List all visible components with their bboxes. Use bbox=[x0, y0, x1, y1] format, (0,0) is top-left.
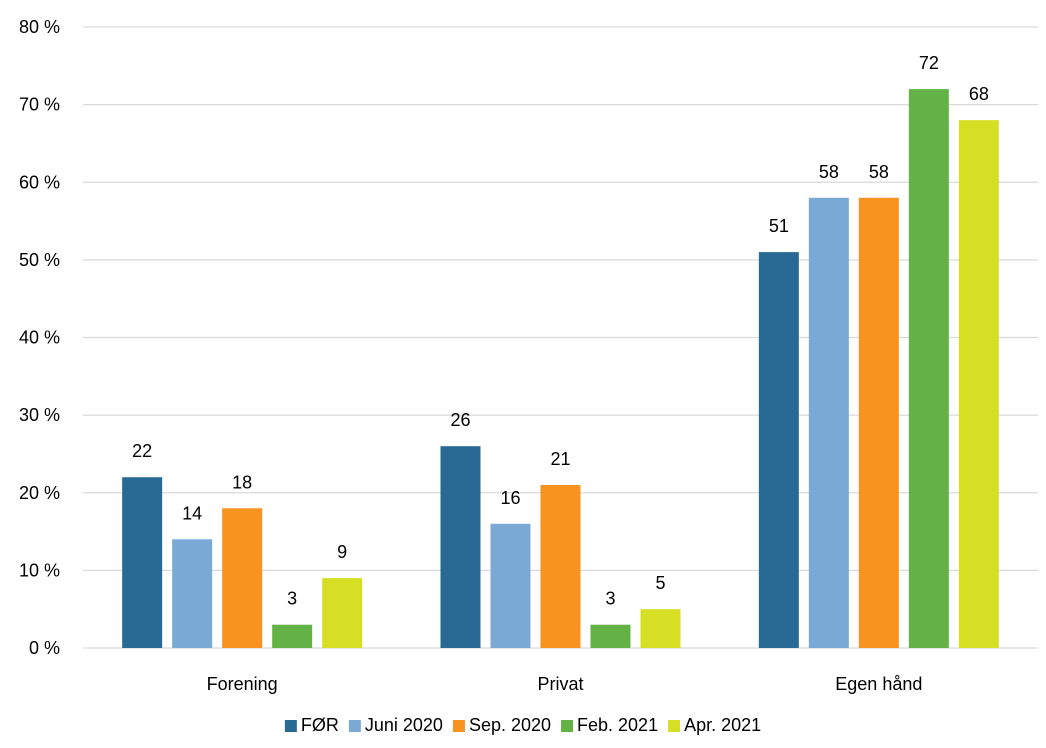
y-tick-label: 60 % bbox=[19, 172, 60, 192]
data-label: 72 bbox=[919, 53, 939, 73]
data-label: 5 bbox=[655, 573, 665, 593]
legend-label: Sep. 2020 bbox=[469, 715, 551, 735]
data-label: 9 bbox=[337, 542, 347, 562]
bar bbox=[808, 197, 849, 648]
data-label: 21 bbox=[550, 449, 570, 469]
data-label: 16 bbox=[500, 488, 520, 508]
bar bbox=[958, 120, 999, 648]
data-label: 3 bbox=[287, 589, 297, 609]
bar bbox=[322, 578, 363, 648]
y-tick-label: 80 % bbox=[19, 17, 60, 37]
bar bbox=[490, 523, 531, 648]
bars bbox=[122, 89, 999, 649]
bar bbox=[640, 609, 681, 648]
y-tick-label: 50 % bbox=[19, 250, 60, 270]
legend-label: Juni 2020 bbox=[365, 715, 443, 735]
y-tick-label: 20 % bbox=[19, 483, 60, 503]
data-label: 51 bbox=[769, 216, 789, 236]
y-tick-label: 10 % bbox=[19, 560, 60, 580]
data-labels: 22 14 18 3 9 26 16 21 3 5 51 58 58 72 68 bbox=[132, 53, 989, 609]
legend-swatch bbox=[284, 720, 297, 732]
data-label: 68 bbox=[969, 84, 989, 104]
bar bbox=[590, 624, 631, 648]
category-labels: Forening Privat Egen hånd bbox=[207, 674, 923, 694]
data-label: 3 bbox=[605, 589, 615, 609]
y-tick-label: 0 % bbox=[29, 638, 60, 658]
legend-label: Feb. 2021 bbox=[577, 715, 658, 735]
bar bbox=[272, 624, 313, 648]
data-label: 58 bbox=[869, 162, 889, 182]
category-label: Privat bbox=[537, 674, 583, 694]
legend-label: Apr. 2021 bbox=[684, 715, 761, 735]
legend-swatch bbox=[452, 720, 465, 732]
legend-swatch bbox=[668, 720, 681, 732]
bar bbox=[758, 252, 799, 649]
bar bbox=[540, 484, 581, 648]
bar bbox=[172, 539, 213, 648]
bar bbox=[440, 446, 481, 648]
y-tick-label: 40 % bbox=[19, 328, 60, 348]
y-tick-label: 70 % bbox=[19, 95, 60, 115]
legend-label: FØR bbox=[301, 715, 339, 735]
category-label: Egen hånd bbox=[835, 674, 922, 694]
legend-swatch bbox=[561, 720, 574, 732]
data-label: 18 bbox=[232, 472, 252, 492]
legend: FØR Juni 2020 Sep. 2020 Feb. 2021 Apr. 2021 bbox=[284, 715, 761, 735]
bar bbox=[222, 508, 263, 648]
bar bbox=[908, 89, 949, 649]
y-tick-label: 30 % bbox=[19, 405, 60, 425]
data-label: 26 bbox=[450, 410, 470, 430]
bar bbox=[122, 477, 163, 648]
y-axis-tick-labels: 0 % 10 % 20 % 30 % 40 % 50 % 60 % 70 % 80 % bbox=[19, 17, 60, 658]
bar bbox=[858, 197, 899, 648]
data-label: 22 bbox=[132, 441, 152, 461]
category-label: Forening bbox=[207, 674, 278, 694]
data-label: 14 bbox=[182, 503, 202, 523]
data-label: 58 bbox=[819, 162, 839, 182]
legend-swatch bbox=[348, 720, 361, 732]
